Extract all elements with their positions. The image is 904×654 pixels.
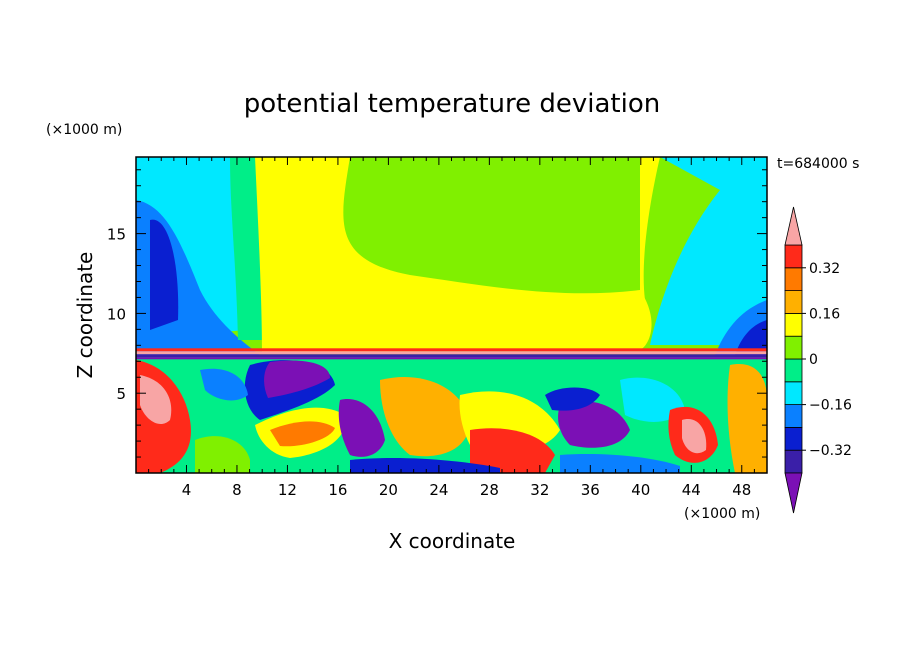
x-axis-label: X coordinate [389, 529, 516, 553]
inversion-red-line [136, 348, 767, 352]
field-region-blue-patch-left [200, 368, 248, 401]
z-tick-label: 10 [107, 305, 126, 323]
field-region-cyan-patch-right [620, 377, 685, 422]
x-tick-label: 40 [631, 481, 650, 499]
colorbar-box [784, 449, 803, 474]
x-tick-label: 16 [328, 481, 347, 499]
field-region-purple-patch-3 [558, 401, 630, 448]
field-region-green-upper-right [470, 157, 600, 262]
inversion-pink-line [136, 351, 767, 355]
x-tick-label: 48 [732, 481, 751, 499]
field-region-orange-patch-1 [270, 421, 335, 447]
z-unit-label: (×1000 m) [46, 122, 122, 138]
z-tick-label: 5 [116, 385, 126, 403]
x-tick-label: 8 [232, 481, 242, 499]
colorbar-extend-max [784, 206, 803, 246]
z-axis-label: Z coordinate [73, 252, 97, 379]
x-axis-ticks: 4 8 12 16 20 24 28 32 36 40 44 48 [148, 157, 755, 499]
field-region-red-bottom-center [470, 428, 555, 473]
colorbar-box [784, 358, 803, 383]
field-region-purple-patch-2 [338, 399, 385, 457]
field-region-pink-patch-right [682, 419, 707, 454]
field-region-purple-patch-1 [264, 360, 330, 398]
x-tick-label: 12 [278, 481, 297, 499]
x-tick-label: 28 [480, 481, 499, 499]
z-axis-ticks: 5 10 15 [107, 169, 767, 458]
colorbar-box [784, 335, 803, 360]
colorbar: 0.32 0.16 0 −0.16 −0.32 [784, 206, 852, 514]
plot-area [136, 157, 767, 473]
colorbar-box [784, 381, 803, 405]
colorbar-tick-label: 0 [809, 352, 818, 368]
z-tick-label: 15 [107, 226, 126, 244]
x-tick-label: 32 [530, 481, 549, 499]
inversion-purple-line [136, 354, 767, 358]
colorbar-tick-label: −0.32 [809, 443, 852, 459]
colorbar-box [784, 290, 803, 314]
colorbar-box [784, 312, 803, 337]
time-label: t=684000 s [777, 156, 859, 172]
field-region-orange-right-edge [727, 364, 767, 473]
field-region-blue-bottom-strip [350, 457, 500, 473]
x-tick-label: 4 [182, 481, 192, 499]
colorbar-tick-label: −0.16 [809, 398, 852, 414]
chart-title: potential temperature deviation [244, 89, 660, 119]
field-region-pink-left [140, 375, 172, 425]
colorbar-box [784, 426, 803, 451]
x-tick-label: 20 [379, 481, 398, 499]
inversion-dark-line [136, 357, 767, 360]
colorbar-tick-label: 0.32 [809, 261, 840, 277]
x-tick-label: 44 [682, 481, 701, 499]
field-region-green-bottom-left [195, 436, 250, 473]
colorbar-box [784, 404, 803, 428]
field-region-blue-patch-2 [545, 387, 600, 411]
field-region-yellow-upper [255, 157, 652, 352]
colorbar-box [784, 267, 803, 291]
field-region-yellow-streak [640, 157, 660, 300]
field-region-darkblue-right [735, 320, 767, 355]
colorbar-extend-min [784, 472, 803, 514]
field-region-orange-center [380, 376, 470, 457]
field-region-darkblue-left [150, 219, 179, 330]
colorbar-box [784, 244, 803, 269]
x-tick-label: 36 [581, 481, 600, 499]
field-region-cyan-right [650, 157, 767, 345]
x-unit-label: (×1000 m) [684, 506, 760, 522]
field-region-green-upper-mid [349, 157, 520, 262]
x-tick-label: 24 [429, 481, 448, 499]
colorbar-tick-label: 0.16 [809, 306, 840, 322]
